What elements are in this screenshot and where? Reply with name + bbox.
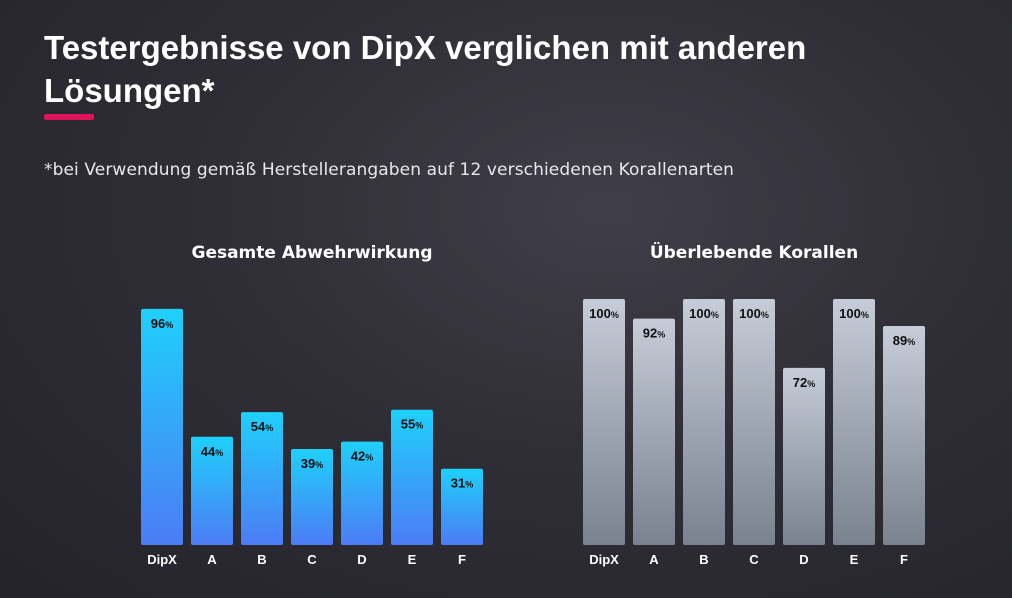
bar-a bbox=[633, 318, 675, 545]
category-label: F bbox=[900, 552, 908, 567]
bar-f bbox=[883, 326, 925, 545]
bar-b bbox=[241, 412, 283, 545]
category-label: A bbox=[207, 552, 217, 567]
bar-f bbox=[441, 468, 483, 545]
bar-value-label: 72% bbox=[793, 375, 815, 390]
category-label: E bbox=[850, 552, 859, 567]
bar-value-label: 44% bbox=[201, 444, 223, 459]
chart-title-abwehrwirkung: Gesamte Abwehrwirkung bbox=[191, 243, 433, 263]
category-label: D bbox=[357, 552, 366, 567]
chart-abwehrwirkung: 96% DipX 44% A 54% B 39% C 42% D 55% E 31% F bbox=[141, 308, 483, 567]
bar-c bbox=[733, 299, 775, 545]
category-label: DipX bbox=[589, 552, 619, 567]
category-label: D bbox=[799, 552, 808, 567]
bar-e bbox=[833, 299, 875, 545]
chart-ueberlebende-korallen: 100% DipX 92% A 100% B 100% C 72% D 100% E 89% F bbox=[583, 299, 925, 567]
bar-value-label: 54% bbox=[251, 419, 273, 434]
category-label: B bbox=[699, 552, 708, 567]
bar-value-label: 100% bbox=[589, 306, 619, 321]
category-label: F bbox=[458, 552, 466, 567]
category-label: E bbox=[408, 552, 417, 567]
bar-value-label: 100% bbox=[739, 306, 769, 321]
bar-d bbox=[783, 367, 825, 545]
category-label: DipX bbox=[147, 552, 177, 567]
category-label: C bbox=[307, 552, 317, 567]
bar-value-label: 100% bbox=[689, 306, 719, 321]
bar-e bbox=[391, 409, 433, 545]
bar-value-label: 92% bbox=[643, 326, 665, 341]
bar-value-label: 100% bbox=[839, 306, 869, 321]
category-label: C bbox=[749, 552, 759, 567]
bar-dipx bbox=[141, 308, 183, 545]
bar-c bbox=[291, 449, 333, 545]
page-subtitle: *bei Verwendung gemäß Herstellerangaben … bbox=[44, 160, 735, 180]
bar-value-label: 42% bbox=[351, 449, 373, 464]
title-accent-bar bbox=[44, 114, 94, 120]
bar-b bbox=[683, 299, 725, 545]
bar-value-label: 31% bbox=[451, 476, 473, 491]
bar-value-label: 55% bbox=[401, 417, 423, 432]
bar-dipx bbox=[583, 299, 625, 545]
bar-value-label: 96% bbox=[151, 316, 173, 331]
bar-a bbox=[191, 436, 233, 545]
page-title: Testergebnisse von DipX verglichen mit a… bbox=[44, 29, 807, 109]
category-label: B bbox=[257, 552, 266, 567]
bar-value-label: 89% bbox=[893, 333, 915, 348]
bar-d bbox=[341, 441, 383, 545]
bar-value-label: 39% bbox=[301, 456, 323, 471]
chart-title-ueberlebende-korallen: Überlebende Korallen bbox=[649, 243, 859, 263]
category-label: A bbox=[649, 552, 659, 567]
